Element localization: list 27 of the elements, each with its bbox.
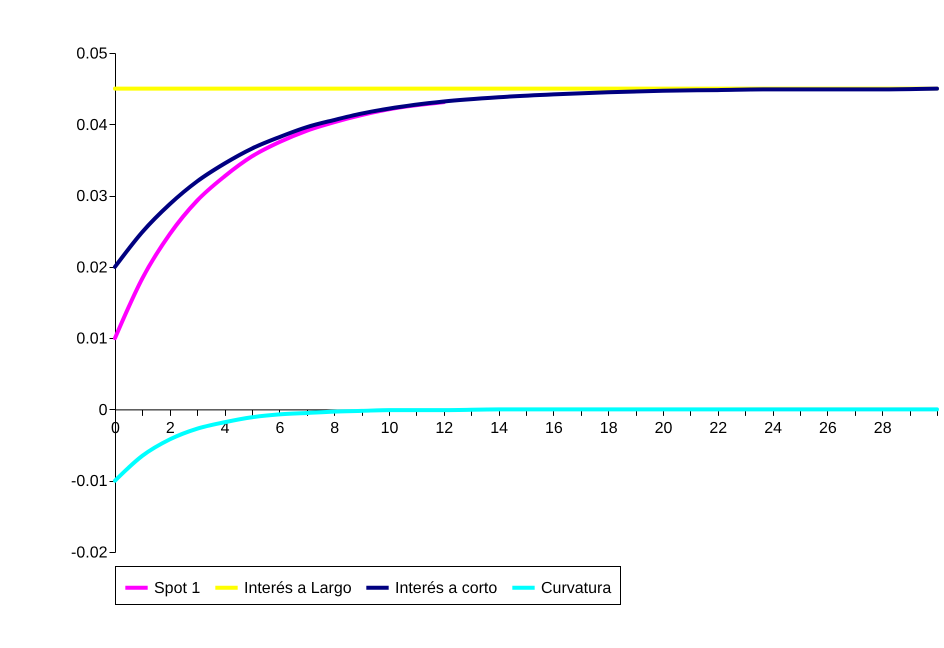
y-tick-label: -0.01: [71, 473, 108, 490]
x-tick-label: 24: [764, 420, 782, 437]
y-tick-label: 0.05: [76, 46, 108, 62]
y-tick-label: -0.02: [71, 544, 108, 562]
x-tick-label: 6: [275, 420, 284, 437]
x-tick-label: 28: [874, 420, 892, 437]
legend-label: Interés a Largo: [244, 580, 352, 597]
x-tick-label: 22: [709, 420, 728, 437]
legend-label: Spot 1: [154, 580, 200, 597]
x-tick-label: 18: [600, 420, 618, 437]
legend-label: Interés a corto: [395, 580, 498, 597]
y-tick-label: 0: [98, 402, 108, 419]
x-tick-label: 10: [380, 420, 398, 437]
x-tick-label: 20: [654, 420, 672, 437]
x-tick-label: 2: [166, 420, 175, 437]
y-tick-label: 0.01: [76, 330, 108, 348]
x-tick-label: 26: [819, 420, 837, 437]
x-tick-label: 12: [435, 420, 454, 437]
x-tick-label: 8: [330, 420, 340, 437]
line-series: [113, 407, 939, 483]
line-series: [113, 86, 939, 269]
y-tick-label: 0.03: [76, 188, 108, 206]
legend-label: Curvatura: [541, 580, 612, 597]
y-tick-label: 0.04: [76, 116, 108, 134]
x-tick-label: 16: [545, 420, 563, 437]
y-tick-label: 0.02: [76, 259, 108, 276]
x-tick-label: 14: [490, 420, 508, 437]
